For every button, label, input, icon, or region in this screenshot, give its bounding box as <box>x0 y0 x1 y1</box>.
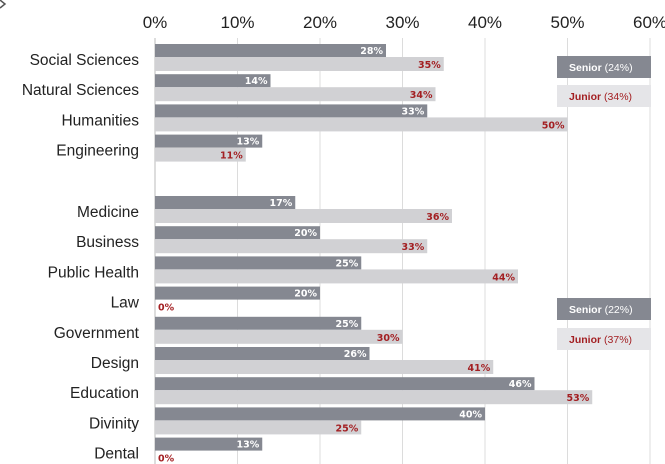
bar-senior-education <box>155 377 535 391</box>
bars <box>155 44 593 451</box>
legend-box-junior-2 <box>557 328 651 350</box>
value-label-junior-dental: 0% <box>158 454 175 464</box>
bar-junior-engineering <box>155 147 246 162</box>
value-label-junior-government: 30% <box>377 333 400 344</box>
bar-junior-government <box>155 329 403 344</box>
x-axis-tick-labels: 0% 10% 20% 30% 40% 50% 60% <box>143 13 665 32</box>
bar-junior-design <box>155 360 494 374</box>
value-label-junior-social-sciences: 35% <box>418 60 441 71</box>
legend-label-junior-2: Junior (37%) <box>569 334 632 346</box>
value-label-junior-humanities: 50% <box>542 120 565 131</box>
x-tick-label: 20% <box>303 13 337 32</box>
bar-junior-social-sciences <box>155 57 444 71</box>
category-label-dental: Dental <box>94 446 139 463</box>
value-label-senior-divinity: 40% <box>459 409 482 420</box>
legend-box-senior-2 <box>557 298 651 320</box>
category-label-public-health: Public Health <box>48 264 139 281</box>
corner-chevron-mark <box>0 0 7 9</box>
value-label-senior-education: 46% <box>509 379 532 390</box>
bar-senior-medicine <box>155 196 296 209</box>
category-label-engineering: Engineering <box>56 143 139 160</box>
value-label-junior-natural-sciences: 34% <box>410 90 433 101</box>
category-label-divinity: Divinity <box>89 415 139 432</box>
category-label-design: Design <box>91 355 139 372</box>
bar-junior-education <box>155 390 593 405</box>
category-label-education: Education <box>70 385 139 402</box>
bar-senior-engineering <box>155 134 263 148</box>
bar-senior-law <box>155 286 320 300</box>
bar-senior-humanities <box>155 104 428 118</box>
value-label-junior-design: 41% <box>468 363 491 374</box>
x-tick-label: 60% <box>633 13 665 32</box>
bar-junior-natural-sciences <box>155 87 436 102</box>
value-label-senior-engineering: 13% <box>237 137 260 148</box>
bar-senior-social-sciences <box>155 44 386 57</box>
bar-senior-business <box>155 226 320 240</box>
bar-senior-natural-sciences <box>155 74 271 88</box>
value-label-junior-engineering: 11% <box>220 151 243 162</box>
legend-label-senior-1: Senior (24%) <box>569 62 633 74</box>
bar-senior-public-health <box>155 256 362 270</box>
value-label-junior-public-health: 44% <box>492 272 515 283</box>
value-label-senior-dental: 13% <box>237 440 260 451</box>
category-label-government: Government <box>54 325 140 342</box>
x-tick-label: 0% <box>143 13 168 32</box>
value-label-junior-divinity: 25% <box>336 423 359 434</box>
x-tick-label: 10% <box>220 13 254 32</box>
bar-junior-humanities <box>155 117 568 132</box>
value-label-senior-natural-sciences: 14% <box>245 76 268 87</box>
value-label-senior-public-health: 25% <box>336 258 359 269</box>
value-label-senior-law: 20% <box>294 289 317 300</box>
value-label-senior-humanities: 33% <box>402 106 425 117</box>
value-label-junior-business: 33% <box>402 242 425 253</box>
category-label-medicine: Medicine <box>77 204 139 221</box>
bar-junior-public-health <box>155 269 518 284</box>
category-label-business: Business <box>76 234 139 251</box>
bar-senior-dental <box>155 437 263 451</box>
category-label-natural-sciences: Natural Sciences <box>22 82 139 99</box>
category-labels: Social Sciences Natural Sciences Humanitie… <box>22 52 140 463</box>
value-label-junior-medicine: 36% <box>426 212 449 223</box>
legend-box-senior-1 <box>557 56 651 78</box>
legends: Senior (24%) Junior (34%) Senior (22%) Juni… <box>557 56 651 350</box>
value-labels: 28% 35% 14% 34% 33% 50% 13% 11% 17% 36% 20% 33% 25% 4… <box>158 46 590 464</box>
category-label-law: Law <box>111 295 140 312</box>
legend-label-senior-2: Senior (22%) <box>569 304 633 316</box>
category-label-social-sciences: Social Sciences <box>30 52 140 69</box>
bar-senior-government <box>155 316 362 330</box>
value-label-junior-law: 0% <box>158 303 175 314</box>
x-tick-label: 40% <box>468 13 502 32</box>
bar-junior-divinity <box>155 420 362 435</box>
value-label-senior-business: 20% <box>294 228 317 239</box>
x-tick-label: 50% <box>550 13 584 32</box>
value-label-senior-medicine: 17% <box>270 198 293 209</box>
legend-label-junior-1: Junior (34%) <box>569 91 632 103</box>
bar-junior-business <box>155 239 428 254</box>
value-label-senior-government: 25% <box>336 319 359 330</box>
legend-box-junior-1 <box>557 85 651 107</box>
category-label-humanities: Humanities <box>61 112 139 129</box>
bar-senior-divinity <box>155 407 485 421</box>
value-label-junior-education: 53% <box>567 393 590 404</box>
value-label-senior-design: 26% <box>344 349 367 360</box>
bar-junior-medicine <box>155 209 452 223</box>
value-label-senior-social-sciences: 28% <box>360 46 383 57</box>
x-tick-label: 30% <box>385 13 419 32</box>
bar-senior-design <box>155 347 370 360</box>
